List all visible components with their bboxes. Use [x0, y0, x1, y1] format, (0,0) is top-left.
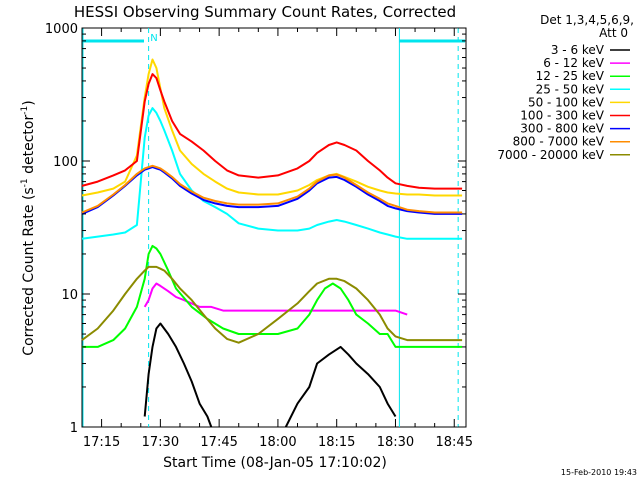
x-axis-label: Start Time (08-Jan-05 17:10:02) [163, 455, 387, 471]
timestamp: 15-Feb-2010 19:43 [561, 468, 637, 477]
y-tick-label: 1 [70, 421, 78, 436]
y-tick-label: 10 [61, 288, 78, 303]
y-axis-label-sup2: -1 [20, 106, 30, 115]
legend-label: 50 - 100 keV [528, 95, 605, 109]
plot-frame [81, 27, 467, 428]
x-tick-label: 18:00 [259, 435, 296, 450]
y-axis-label-sup1: -1 [20, 178, 30, 187]
x-tick-label: 17:15 [83, 435, 120, 450]
x-axis: 17:15 17:30 17:45 18:00 18:15 18:30 18:45 [83, 28, 473, 450]
flag-label: N [150, 33, 157, 44]
x-tick-label: 18:15 [318, 435, 355, 450]
y-axis-label-part: Corrected Count Rate (s [21, 187, 37, 355]
series-line-6 [81, 73, 463, 190]
y-axis-label-mid: detector [21, 115, 37, 179]
legend-label: 7000 - 20000 keV [497, 148, 604, 162]
legend-header-line1: Det 1,3,4,5,6,9, [540, 13, 634, 27]
series-line-5 [81, 58, 463, 197]
legend-label: 12 - 25 keV [536, 69, 605, 83]
y-tick-label: 1000 [45, 22, 78, 37]
legend-label: 300 - 800 keV [520, 122, 604, 136]
y-axis-label: Corrected Count Rate (s-1 detector-1) [20, 100, 37, 355]
series-lines [81, 58, 463, 428]
y-axis: 1 10 100 1000 [45, 22, 466, 436]
x-tick-label: 18:30 [377, 435, 414, 450]
x-tick-label: 18:45 [436, 435, 473, 450]
y-tick-label: 100 [53, 155, 78, 170]
series-line-1 [143, 322, 397, 428]
y-axis-label-end: ) [21, 100, 37, 105]
legend-label: 100 - 300 keV [520, 109, 604, 123]
chart-title: HESSI Observing Summary Count Rates, Cor… [74, 3, 456, 21]
legend-label: 800 - 7000 keV [513, 135, 605, 149]
series-line-2 [143, 282, 408, 316]
x-tick-label: 17:30 [142, 435, 179, 450]
series-line-9 [81, 265, 463, 344]
legend-label: 6 - 12 keV [543, 56, 605, 70]
series-line-3 [82, 244, 463, 348]
marker-lines [82, 28, 465, 427]
series-line-8 [81, 164, 463, 214]
legend-label: 3 - 6 keV [551, 43, 605, 57]
legend-label: 25 - 50 keV [536, 82, 605, 96]
legend-header-line2: Att 0 [599, 26, 628, 40]
series-line-4 [81, 107, 463, 240]
series-line-7 [81, 166, 463, 215]
x-tick-label: 17:45 [200, 435, 237, 450]
